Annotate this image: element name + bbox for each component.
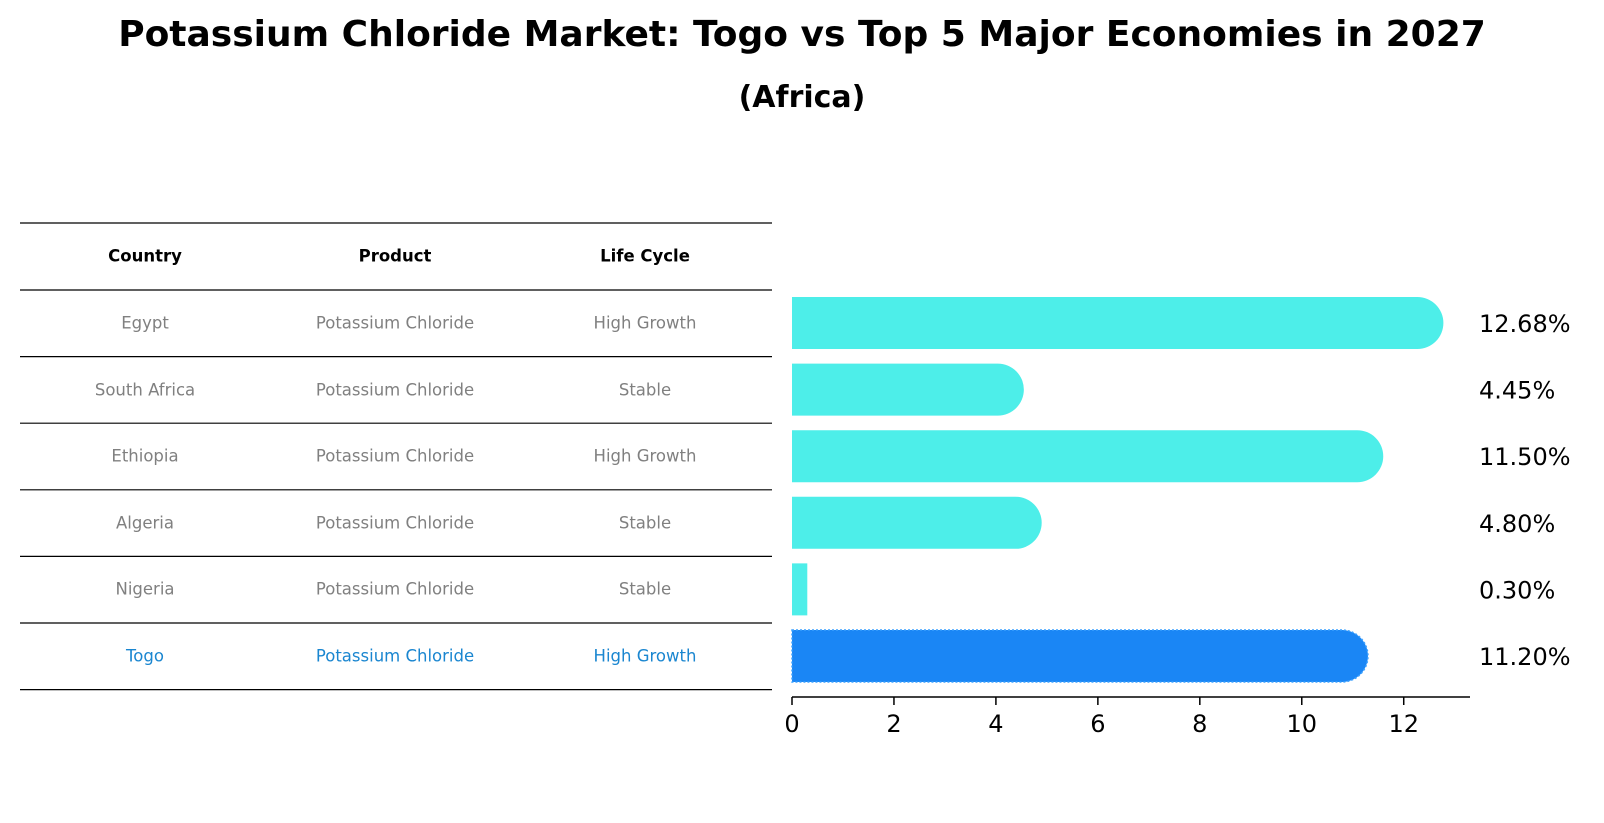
x-tick-label: 2	[886, 710, 901, 738]
table-cell-product: Potassium Chloride	[315, 313, 475, 333]
table-cell-country: Nigeria	[115, 579, 175, 599]
bar-highlight-togo	[791, 629, 1369, 683]
table-cell-life-cycle: Stable	[618, 513, 672, 533]
table-cell-life-cycle: Stable	[618, 579, 672, 599]
table-cell-life-cycle: High Growth	[593, 313, 697, 333]
table-cell-product: Potassium Chloride	[315, 646, 475, 666]
table-cell-country: South Africa	[94, 380, 196, 400]
table-cell-country: Togo	[126, 646, 164, 666]
chart-title: Potassium Chloride Market: Togo vs Top 5…	[118, 14, 1486, 55]
table-cell-life-cycle: High Growth	[593, 646, 697, 666]
bar-value-label: 11.20%	[1479, 643, 1571, 671]
bar-egypt	[792, 297, 1444, 349]
table-cell-country: Ethiopia	[111, 446, 179, 466]
x-tick-label: 12	[1388, 710, 1419, 738]
x-tick-label: 4	[988, 710, 1003, 738]
table-header-cell: Product	[358, 246, 432, 266]
bar-nigeria	[792, 563, 808, 616]
table-header-cell: Life Cycle	[600, 246, 690, 266]
bar-value-label: 4.45%	[1479, 377, 1555, 405]
bar-value-label: 12.68%	[1479, 310, 1571, 338]
bar-algeria	[792, 496, 1042, 549]
chart-subtitle: (Africa)	[738, 80, 866, 115]
table-cell-country: Egypt	[121, 313, 169, 333]
x-tick-label: 10	[1287, 710, 1318, 738]
table-cell-life-cycle: High Growth	[593, 446, 697, 466]
x-tick-label: 6	[1090, 710, 1105, 738]
bar-south-africa	[792, 363, 1024, 416]
table-header-cell: Country	[108, 246, 182, 266]
bar-value-label: 0.30%	[1479, 576, 1555, 604]
x-tick-label: 8	[1192, 710, 1207, 738]
bar-ethiopia	[792, 430, 1384, 483]
table-cell-country: Algeria	[116, 513, 174, 533]
x-tick-label: 0	[784, 710, 799, 738]
table-cell-product: Potassium Chloride	[315, 513, 475, 533]
table-cell-product: Potassium Chloride	[315, 579, 475, 599]
bar-value-label: 11.50%	[1479, 443, 1571, 471]
table-cell-product: Potassium Chloride	[315, 380, 475, 400]
table-cell-product: Potassium Chloride	[315, 446, 475, 466]
bar-value-label: 4.80%	[1479, 510, 1555, 538]
table-cell-life-cycle: Stable	[618, 380, 672, 400]
